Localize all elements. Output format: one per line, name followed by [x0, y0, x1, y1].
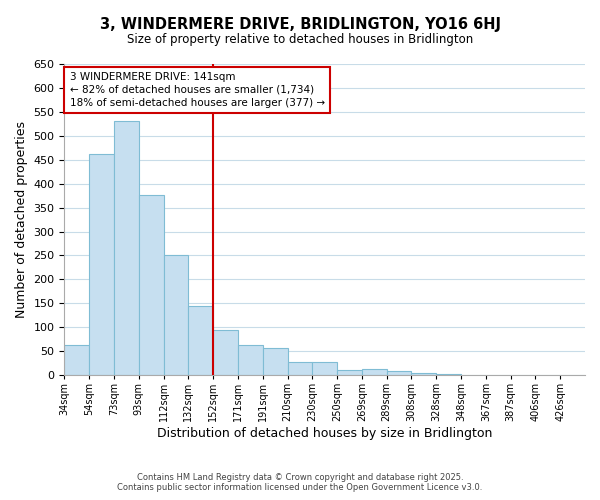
- Bar: [386, 372, 412, 375]
- Bar: [362, 370, 386, 375]
- Bar: [436, 374, 461, 375]
- Bar: [164, 254, 188, 375]
- Bar: [287, 362, 313, 375]
- Text: Size of property relative to detached houses in Bridlington: Size of property relative to detached ho…: [127, 32, 473, 46]
- Text: 3, WINDERMERE DRIVE, BRIDLINGTON, YO16 6HJ: 3, WINDERMERE DRIVE, BRIDLINGTON, YO16 6…: [100, 18, 500, 32]
- Bar: [139, 194, 164, 375]
- Bar: [114, 122, 139, 375]
- Bar: [238, 345, 263, 375]
- Bar: [188, 306, 213, 375]
- Bar: [64, 345, 89, 375]
- Y-axis label: Number of detached properties: Number of detached properties: [15, 121, 28, 318]
- Text: Contains public sector information licensed under the Open Government Licence v3: Contains public sector information licen…: [118, 484, 482, 492]
- Bar: [89, 154, 114, 375]
- Text: 3 WINDERMERE DRIVE: 141sqm
← 82% of detached houses are smaller (1,734)
18% of s: 3 WINDERMERE DRIVE: 141sqm ← 82% of deta…: [70, 72, 325, 108]
- Bar: [213, 330, 238, 375]
- Bar: [412, 373, 436, 375]
- Bar: [313, 362, 337, 375]
- Bar: [337, 370, 362, 375]
- Text: Contains HM Land Registry data © Crown copyright and database right 2025.: Contains HM Land Registry data © Crown c…: [137, 472, 463, 482]
- X-axis label: Distribution of detached houses by size in Bridlington: Distribution of detached houses by size …: [157, 427, 493, 440]
- Bar: [263, 348, 287, 375]
